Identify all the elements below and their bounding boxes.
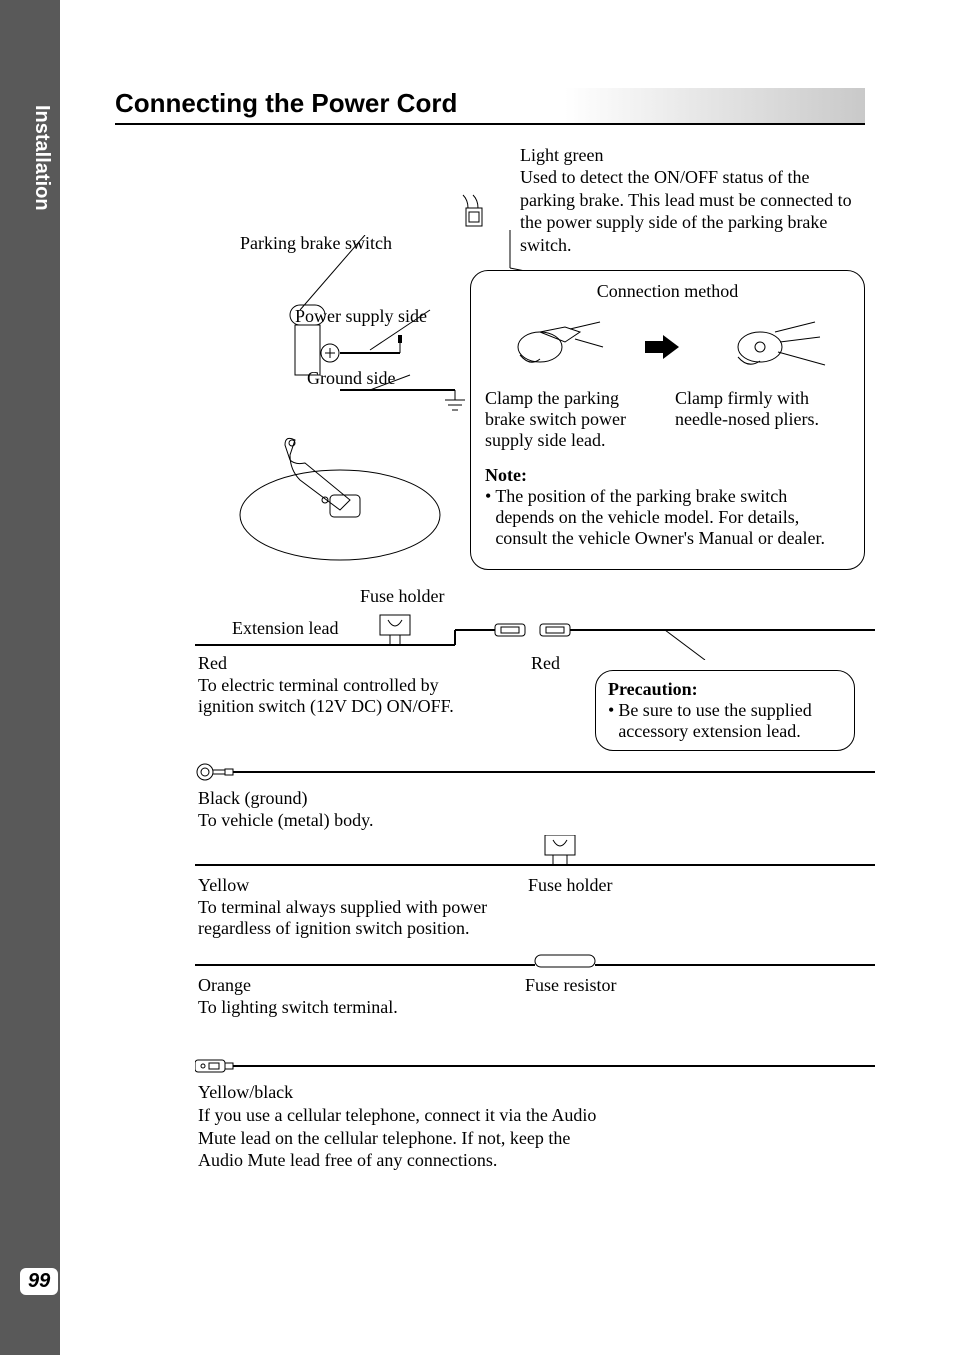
black-label: Black (ground) xyxy=(198,788,307,809)
note-text: The position of the parking brake switch… xyxy=(495,486,850,549)
clamp-icon-right xyxy=(720,317,830,377)
precaution-title: Precaution: xyxy=(608,679,842,700)
black-wire-row xyxy=(195,760,875,790)
precaution-text: Be sure to use the supplied accessory ex… xyxy=(618,700,842,742)
fuse-resistor-label: Fuse resistor xyxy=(525,975,617,996)
orange-wire-row xyxy=(195,945,875,975)
clamp-text-left: Clamp the parking brake switch power sup… xyxy=(485,388,645,451)
parking-brake-svg xyxy=(200,235,480,565)
power-supply-side-label: Power supply side xyxy=(295,306,427,327)
fuse-holder-label-bottom: Fuse holder xyxy=(528,875,613,896)
parking-brake-diagram xyxy=(200,235,480,565)
precaution-box: Precaution: • Be sure to use the supplie… xyxy=(595,670,855,751)
arrow-right-icon xyxy=(645,335,679,359)
clamp-icon-left xyxy=(505,317,605,377)
connection-method-title: Connection method xyxy=(485,281,850,302)
yellow-wire-row xyxy=(195,835,875,875)
orange-desc: To lighting switch terminal. xyxy=(198,997,398,1018)
wire-connector-icon xyxy=(458,190,498,230)
fuse-holder-label-top: Fuse holder xyxy=(360,586,445,607)
red-label-left: Red xyxy=(198,653,227,674)
connection-method-box: Connection method Clamp th xyxy=(470,270,865,570)
note-title: Note: xyxy=(485,465,527,485)
clamp-text-right: Clamp firmly with needle-nosed pliers. xyxy=(675,388,845,451)
page-number: 99 xyxy=(20,1268,58,1295)
section-title: Connecting the Power Cord xyxy=(115,88,865,125)
yellowblack-desc: If you use a cellular telephone, connect… xyxy=(198,1104,598,1172)
ground-side-label: Ground side xyxy=(307,368,396,389)
yellowblack-wire-row xyxy=(195,1055,875,1080)
orange-label: Orange xyxy=(198,975,251,996)
yellow-label: Yellow xyxy=(198,875,249,896)
red-desc: To electric terminal controlled by ignit… xyxy=(198,675,478,717)
light-green-title: Light green xyxy=(520,145,865,166)
yellowblack-label: Yellow/black xyxy=(198,1082,293,1103)
side-tab: Installation 99 xyxy=(0,0,60,1355)
red-label-right: Red xyxy=(531,653,560,674)
parking-brake-switch-label: Parking brake switch xyxy=(240,233,392,254)
yellow-desc: To terminal always supplied with power r… xyxy=(198,897,518,939)
side-tab-label: Installation xyxy=(30,105,53,211)
black-desc: To vehicle (metal) body. xyxy=(198,810,374,831)
